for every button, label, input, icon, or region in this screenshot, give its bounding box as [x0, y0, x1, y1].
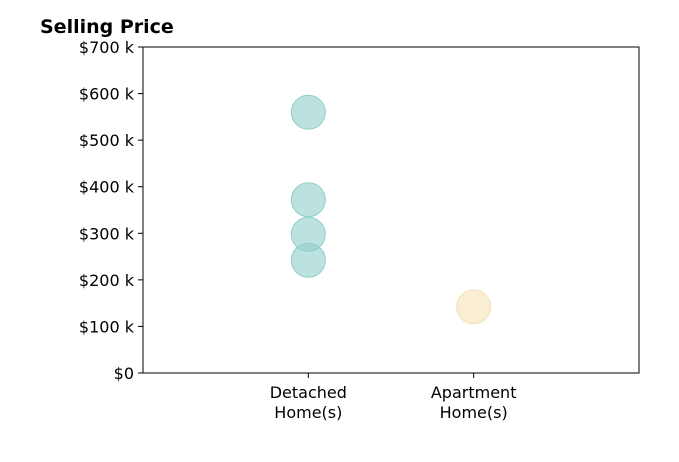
- data-point: [290, 182, 326, 218]
- y-axis: $0 $100 k $200 k $300 k $400 k $500 k $600 k $7…: [79, 38, 143, 383]
- data-point: [290, 94, 326, 130]
- y-tick-label: $700 k: [79, 38, 135, 57]
- chart-title: Selling Price: [40, 16, 174, 38]
- y-tick-label: $500 k: [79, 131, 135, 150]
- data-point: [290, 242, 326, 278]
- data-point: [456, 289, 492, 325]
- y-tick-label: $0: [114, 364, 134, 383]
- y-tick-label: $400 k: [79, 178, 135, 197]
- y-tick-label: $300 k: [79, 224, 135, 243]
- x-tick-label: Detached Home(s): [270, 383, 347, 422]
- y-tick-label: $200 k: [79, 271, 135, 290]
- x-axis: Detached Home(s) Apartment Home(s): [270, 373, 517, 422]
- x-tick-label: Apartment Home(s): [431, 383, 517, 422]
- y-tick-label: $100 k: [79, 317, 135, 336]
- data-points: [290, 94, 492, 325]
- y-tick-label: $600 k: [79, 85, 135, 104]
- plot-area-frame: [142, 46, 640, 374]
